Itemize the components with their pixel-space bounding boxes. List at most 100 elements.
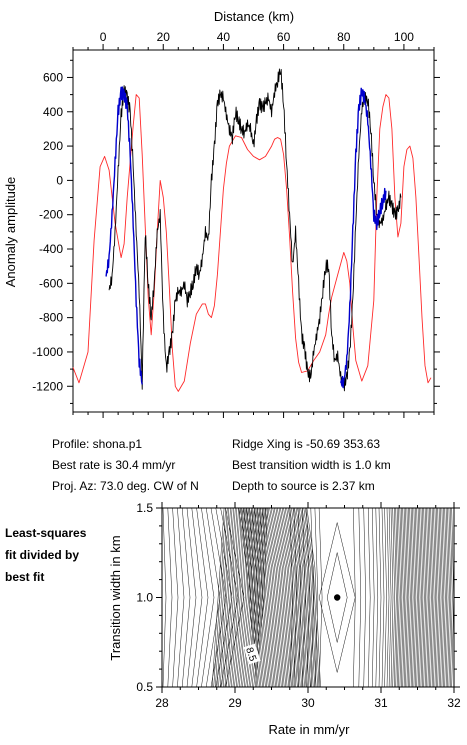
contour-line xyxy=(430,507,433,688)
contour-line xyxy=(415,507,418,688)
contour-line xyxy=(277,507,294,688)
contour-line xyxy=(234,507,247,688)
contour-line xyxy=(395,507,398,688)
misfit-contour-chart: 28 29 30 31 32 0.5 1.0 1.5 Rate in mm/yr Transi… xyxy=(108,501,461,737)
contour-line xyxy=(408,507,411,688)
contour-x-axis-title: Rate in mm/yr xyxy=(269,722,351,737)
contour-line xyxy=(413,507,417,688)
contour-line xyxy=(314,507,319,688)
y-tick-label: -1000 xyxy=(32,345,63,359)
contour-line xyxy=(221,507,234,688)
contour-line xyxy=(237,507,250,688)
contour-line xyxy=(229,507,242,688)
contour-line xyxy=(424,507,428,688)
contour-line xyxy=(219,507,233,688)
series-line-observed xyxy=(108,68,402,392)
contour-line xyxy=(318,507,323,688)
contour-line xyxy=(444,507,447,688)
contour-line xyxy=(267,507,285,688)
contour-level-text: 8.5 xyxy=(243,646,258,663)
contour-line xyxy=(409,507,412,688)
contour-line xyxy=(390,507,394,688)
y-tick-label: -200 xyxy=(39,208,63,222)
contour-line xyxy=(297,507,313,688)
contour-line xyxy=(278,507,295,688)
contour-line xyxy=(255,507,273,688)
series-group xyxy=(72,68,432,392)
contour-line xyxy=(260,507,278,688)
contour-line xyxy=(293,507,298,688)
contour-line xyxy=(358,507,362,688)
contour-line xyxy=(443,507,446,688)
contour-line xyxy=(438,507,442,688)
y-tick-label: 400 xyxy=(43,105,63,119)
contour-line xyxy=(216,507,230,688)
contour-line xyxy=(177,507,185,688)
contour-line xyxy=(235,507,249,688)
contour-line xyxy=(269,507,286,688)
y-tick-label: 200 xyxy=(43,139,63,153)
x-tick-label: 80 xyxy=(337,30,351,44)
best-transition-width: Best transition width is 1.0 km xyxy=(232,458,391,472)
contour-line xyxy=(298,507,314,688)
contour-line xyxy=(281,507,298,688)
contour-line xyxy=(412,507,415,688)
contour-line xyxy=(196,507,209,688)
contour-line xyxy=(215,507,233,688)
contour-line xyxy=(242,507,255,688)
contour-line xyxy=(429,507,432,688)
contour-line xyxy=(215,507,228,688)
contour-x-tick-label: 30 xyxy=(301,696,315,710)
contour-line xyxy=(434,507,438,688)
contour-line xyxy=(272,507,289,688)
contour-note-line: best fit xyxy=(5,570,45,584)
contour-level-label: 8.5 xyxy=(243,643,261,665)
contour-line xyxy=(381,507,385,688)
contour-line xyxy=(225,507,245,688)
contour-line xyxy=(224,507,238,688)
contour-y-tick-label: 0.5 xyxy=(136,680,153,694)
contour-line xyxy=(247,507,266,688)
contour-line xyxy=(448,507,452,688)
contour-note: Least-squares fit divided by best fit xyxy=(5,522,86,588)
contour-line xyxy=(416,507,419,688)
contour-line xyxy=(220,507,239,688)
contour-line xyxy=(392,507,395,688)
contour-line xyxy=(419,507,422,688)
contour-line xyxy=(318,522,356,673)
y-tick-label: -400 xyxy=(39,242,63,256)
y-tick-label: -800 xyxy=(39,311,63,325)
contour-line xyxy=(427,507,431,688)
contour-x-tick-label: 31 xyxy=(374,696,388,710)
contour-line xyxy=(258,507,276,688)
y-tick-label: 0 xyxy=(56,173,63,187)
contour-line xyxy=(289,507,294,688)
contour-line xyxy=(294,507,310,688)
contour-line xyxy=(218,507,231,688)
x-axis-title: Distance (km) xyxy=(214,9,294,24)
contour-line xyxy=(388,507,392,688)
contour-line xyxy=(186,507,197,688)
contour-line xyxy=(231,507,244,688)
contour-line xyxy=(181,507,191,688)
contour-y-tick-label: 1.0 xyxy=(136,591,153,605)
contour-line xyxy=(210,507,227,688)
contour-line xyxy=(305,507,320,688)
contour-line xyxy=(257,507,275,688)
contour-line xyxy=(297,507,302,688)
contour-line xyxy=(420,507,424,688)
contour-line xyxy=(292,507,308,688)
axis-ticks: 0 20 40 60 80 100 600 400 200 0 -200 -400 -600 -800 -1… xyxy=(32,30,440,418)
contour-line xyxy=(417,507,421,688)
contour-line xyxy=(172,507,179,688)
y-axis-title: Anomaly amplitude xyxy=(3,177,18,288)
contour-line xyxy=(261,507,279,688)
contour-line xyxy=(244,507,263,688)
contour-line xyxy=(433,507,436,688)
contour-line xyxy=(243,507,262,688)
best-rate: Best rate is 30.4 mm/yr xyxy=(52,458,176,472)
contour-line xyxy=(226,507,239,688)
contour-line xyxy=(232,507,246,688)
contour-line xyxy=(437,507,440,688)
